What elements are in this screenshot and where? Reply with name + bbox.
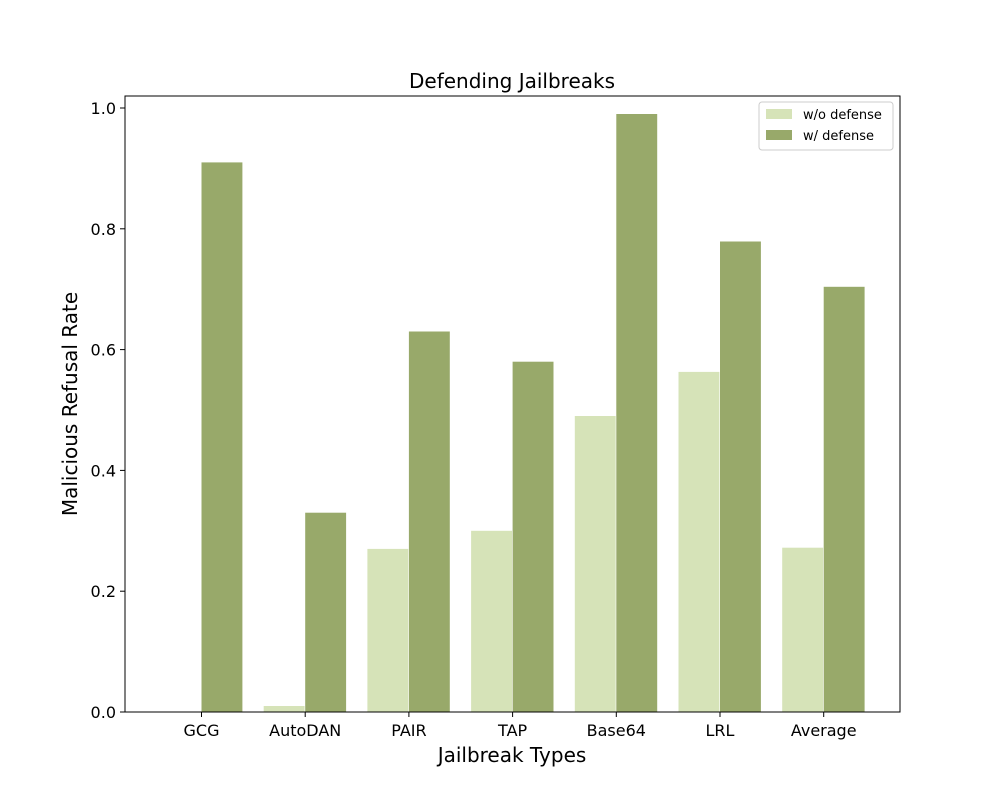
x-axis: GCG AutoDAN PAIR TAP Base64 LRL Average <box>184 712 857 740</box>
bar-with-defense-gcg <box>201 162 243 712</box>
y-tick-label: 0.0 <box>91 703 116 722</box>
x-axis-title: Jailbreak Types <box>436 743 587 767</box>
legend-swatch-with-defense <box>766 130 792 140</box>
legend-frame <box>758 101 894 151</box>
y-axis: 0.0 0.2 0.4 0.6 0.8 1.0 <box>91 99 125 722</box>
x-tick-label: Average <box>791 721 857 740</box>
bars-layer <box>201 114 865 712</box>
bar-without-defense-autodan <box>263 706 305 712</box>
bar-with-defense-tap <box>512 361 554 712</box>
x-tick-label: GCG <box>184 721 220 740</box>
legend-label-without-defense: w/o defense <box>803 108 882 123</box>
bar-without-defense-average <box>782 547 824 712</box>
y-tick-label: 0.8 <box>91 220 116 239</box>
x-tick-label: Base64 <box>587 721 646 740</box>
bar-with-defense-pair <box>408 331 450 712</box>
bar-with-defense-lrl <box>720 241 761 712</box>
x-tick-label: LRL <box>706 721 735 740</box>
y-tick-label: 1.0 <box>91 99 116 118</box>
bar-with-defense-average <box>823 286 865 712</box>
legend-swatch-without-defense <box>766 109 792 119</box>
y-axis-title: Malicious Refusal Rate <box>58 292 82 516</box>
y-tick-label: 0.6 <box>91 341 116 360</box>
chart-title: Defending Jailbreaks <box>409 69 615 93</box>
x-tick-label: AutoDAN <box>269 721 341 740</box>
bar-without-defense-lrl <box>678 371 720 712</box>
legend: w/o defense w/ defense <box>758 101 894 151</box>
y-tick-label: 0.4 <box>91 461 116 480</box>
bar-without-defense-tap <box>471 530 512 712</box>
bar-with-defense-base64 <box>616 114 658 712</box>
bar-with-defense-autodan <box>305 512 347 712</box>
y-tick-label: 0.2 <box>91 582 116 601</box>
bar-without-defense-base64 <box>574 416 616 712</box>
x-tick-label: TAP <box>497 721 527 740</box>
x-tick-label: PAIR <box>391 721 426 740</box>
legend-label-with-defense: w/ defense <box>803 129 874 144</box>
bar-without-defense-pair <box>367 548 409 712</box>
